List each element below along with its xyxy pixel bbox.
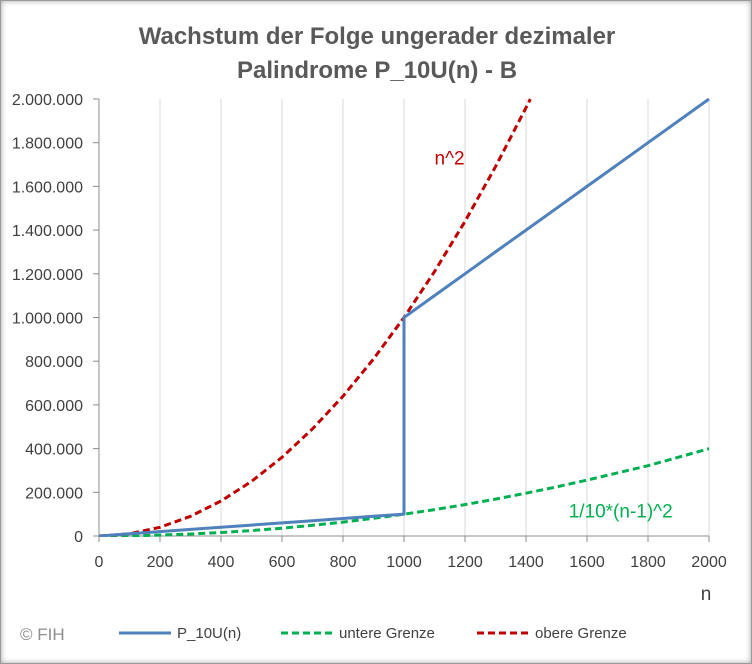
series-line-p-10u-n- (99, 98, 710, 537)
axes (93, 98, 710, 542)
y-tick-labels: 0 200.000 400.000 600.000 800.000 1.000.000 1.… (12, 92, 83, 546)
x-tick-label: 1800 (630, 554, 666, 571)
x-tick-label: 2000 (691, 554, 727, 571)
x-tick-labels: 0 200 400 600 800 1000 1200 1400 1600 1800 2000 (95, 554, 727, 571)
y-tick-label: 1.000.000 (12, 311, 83, 328)
x-tick-label: 1200 (447, 554, 483, 571)
annotation-label: 1/10*(n-1)^2 (569, 501, 673, 522)
series-line-obere-grenze (99, 98, 532, 537)
x-tick-label: 200 (147, 554, 174, 571)
x-tick-label: 1400 (508, 554, 544, 571)
legend: P_10U(n) untere Grenze obere Grenze (119, 625, 627, 642)
y-tick-label: 800.000 (25, 354, 83, 371)
y-tick-label: 1.800.000 (12, 136, 83, 153)
copyright-text: © FIH (20, 625, 65, 644)
series-lines (99, 98, 710, 537)
y-tick-label: 1.400.000 (12, 223, 83, 240)
y-tick-label: 1.600.000 (12, 179, 83, 196)
y-tick-label: 600.000 (25, 398, 83, 415)
x-tick-label: 1600 (569, 554, 605, 571)
chart-title: Wachstum der Folge ungerader dezimaler Pa… (139, 23, 616, 84)
x-tick-label: 400 (208, 554, 235, 571)
annotations: n^2 1/10*(n-1)^2 (435, 149, 673, 523)
chart-title-line: Wachstum der Folge ungerader dezimaler (139, 23, 616, 50)
legend-entry: obere Grenze (535, 625, 627, 642)
legend-entry: P_10U(n) (177, 625, 241, 642)
y-tick-label: 1.200.000 (12, 267, 83, 284)
y-tick-label: 2.000.000 (12, 92, 83, 109)
y-tick-label: 0 (74, 529, 83, 546)
series-line-untere-grenze (99, 447, 710, 537)
legend-entry: untere Grenze (339, 625, 435, 642)
y-tick-label: 200.000 (25, 485, 83, 502)
chart-title-line: Palindrome P_10U(n) - B (237, 57, 517, 84)
x-tick-label: 1000 (386, 554, 422, 571)
y-tick-label: 400.000 (25, 442, 83, 459)
x-axis-label: n (701, 584, 712, 605)
annotation-label: n^2 (435, 149, 465, 170)
x-tick-label: 600 (269, 554, 296, 571)
x-tick-label: 0 (95, 554, 104, 571)
x-tick-label: 800 (330, 554, 357, 571)
